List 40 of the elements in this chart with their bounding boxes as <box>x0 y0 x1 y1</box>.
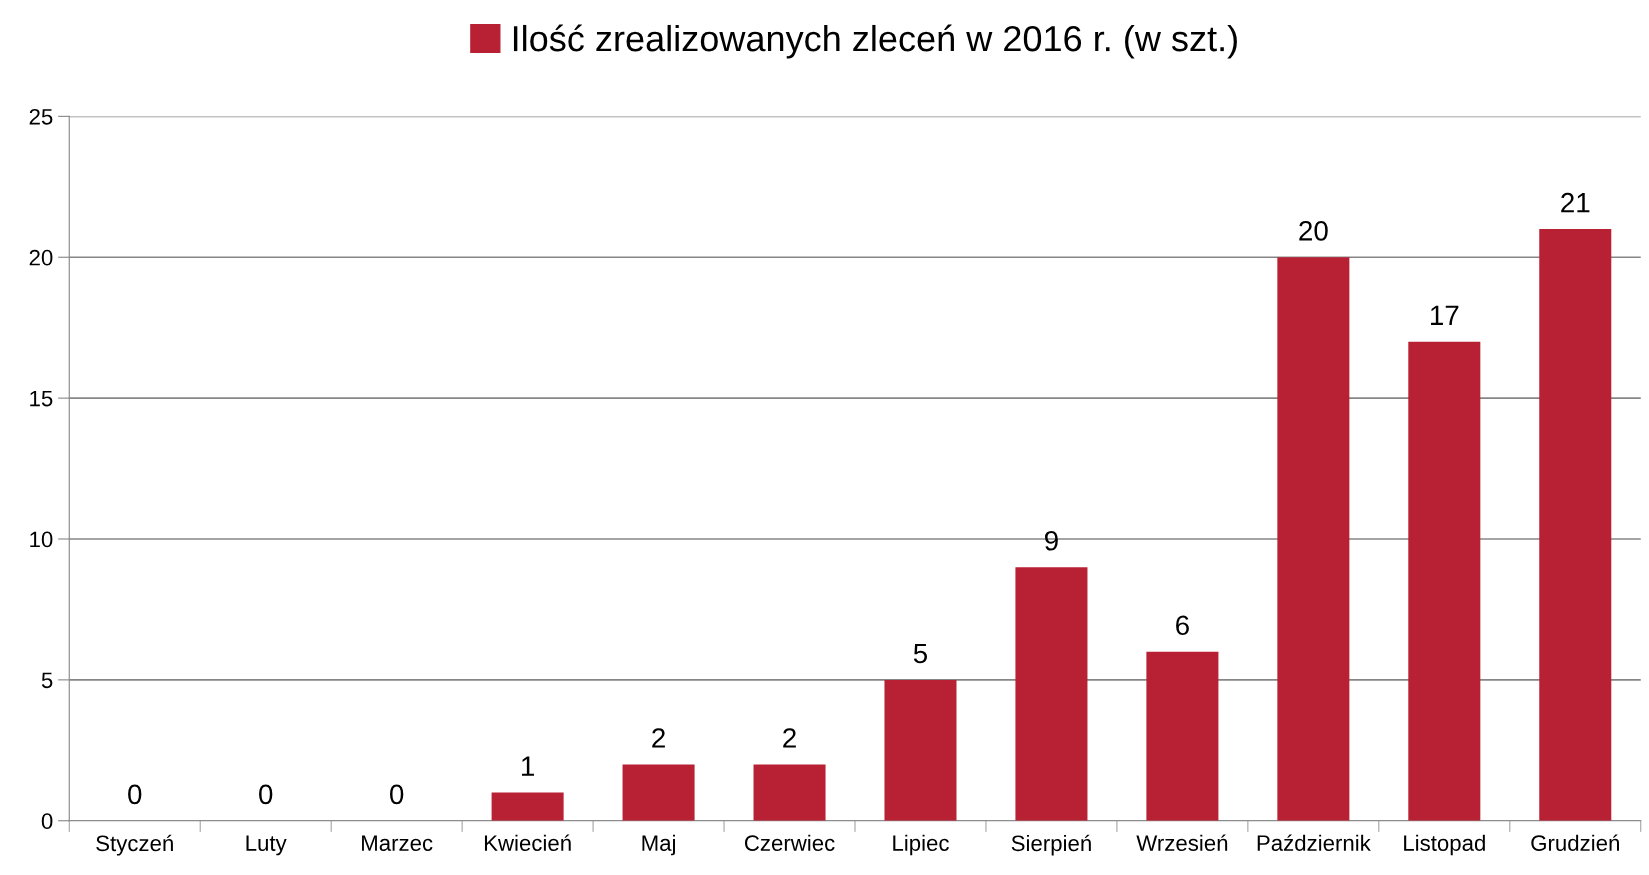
legend-label: Ilość zrealizowanych zleceń w 2016 r. (w szt.) <box>513 24 1237 59</box>
x-tick-label: Lipiec <box>893 834 949 856</box>
x-tick-label: Maj <box>642 834 675 856</box>
data-label: 0 <box>128 784 142 805</box>
data-label: 0 <box>390 784 404 805</box>
bar <box>1277 257 1350 821</box>
y-tick-label: 25 <box>29 108 53 125</box>
y-tick-label: 5 <box>41 672 53 689</box>
y-tick-label: 15 <box>30 390 53 407</box>
data-label: 17 <box>1430 305 1459 325</box>
y-tick-label: 20 <box>29 249 53 266</box>
data-label: 6 <box>1176 615 1189 636</box>
x-tick-label: Luty <box>246 835 287 856</box>
x-tick-label: Grudzień <box>1531 834 1619 851</box>
bar <box>1146 651 1219 821</box>
bar <box>753 764 826 821</box>
data-label: 9 <box>1045 530 1058 551</box>
data-label: 5 <box>913 643 928 664</box>
bar <box>1539 229 1612 821</box>
data-label: 2 <box>652 728 665 748</box>
bar <box>884 679 957 821</box>
x-tick-label: Wrzesień <box>1136 834 1228 851</box>
x-tick-label: Listopad <box>1404 834 1485 856</box>
data-label: 21 <box>1561 192 1590 213</box>
x-tick-label: Październik <box>1257 834 1371 851</box>
data-label: 20 <box>1299 220 1328 241</box>
x-tick-label: Sierpień <box>1011 834 1091 856</box>
bar <box>1015 567 1088 821</box>
x-tick-label: Styczeń <box>96 834 173 856</box>
x-tick-label: Marzec <box>362 835 433 851</box>
x-tick-label: Czerwiec <box>744 834 835 851</box>
data-label: 2 <box>783 728 796 748</box>
bar <box>622 764 695 821</box>
x-tick-label: Kwiecień <box>484 834 571 851</box>
data-label: 0 <box>259 784 273 805</box>
bar <box>491 792 564 821</box>
y-tick-label: 0 <box>41 813 53 830</box>
data-label: 1 <box>522 756 534 776</box>
bar <box>1408 341 1481 821</box>
y-tick-label: 10 <box>30 531 53 548</box>
